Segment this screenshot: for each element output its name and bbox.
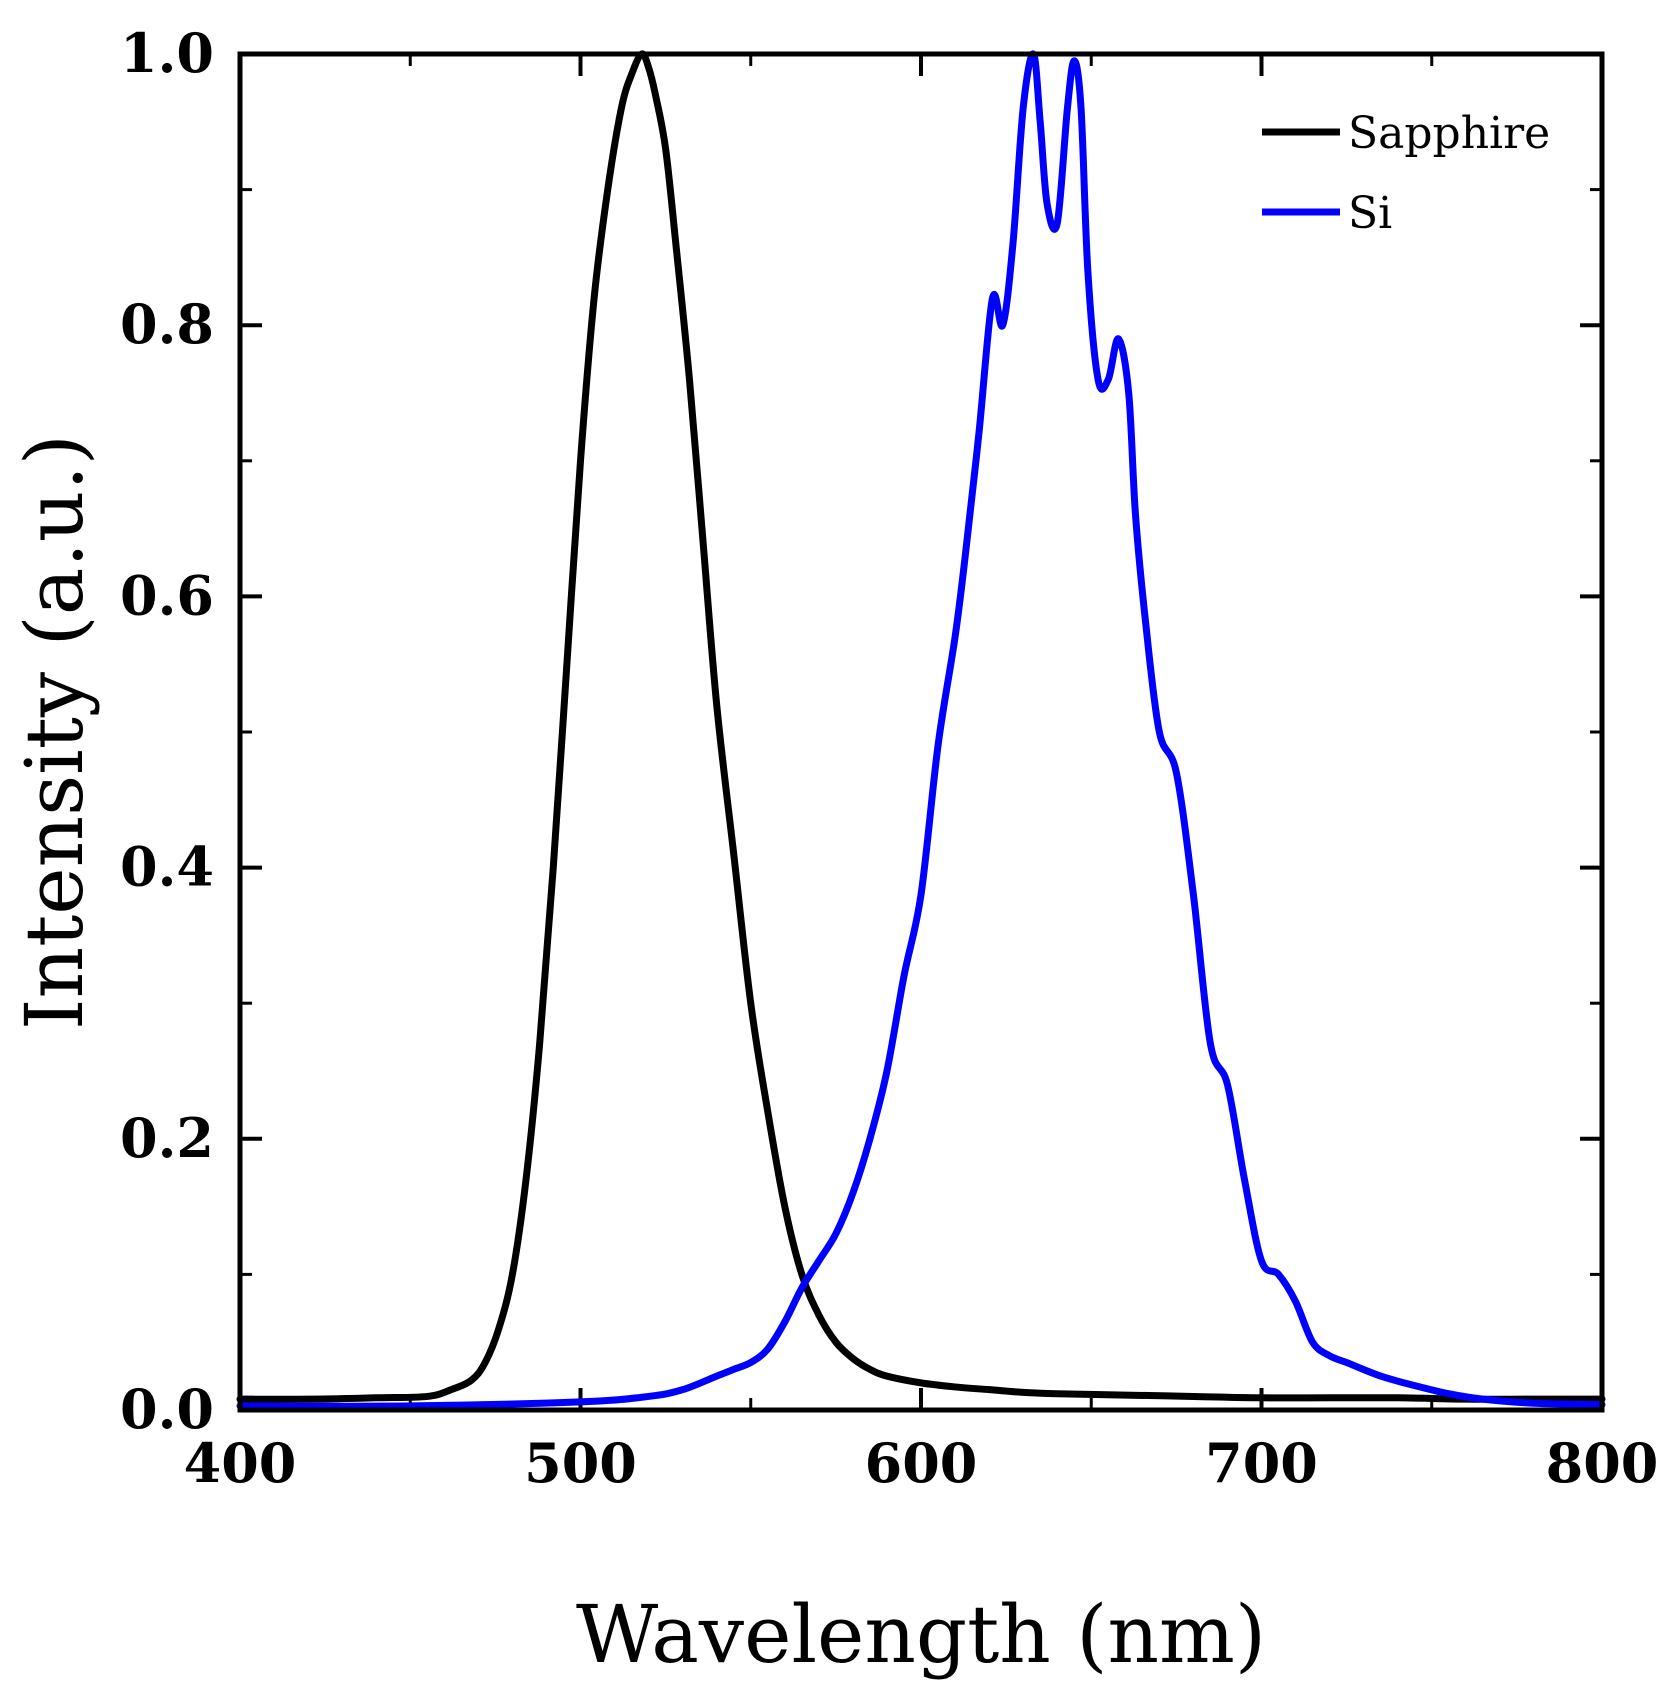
series-group — [236, 50, 1606, 1410]
y-tick-label: 0.4 — [120, 835, 214, 899]
x-tick-label: 400 — [184, 1431, 297, 1495]
x-axis-title: Wavelength (nm) — [576, 1588, 1266, 1681]
series-line-si — [236, 50, 1606, 1410]
y-tick-label: 0.2 — [120, 1106, 214, 1170]
y-tick-label: 0.8 — [120, 292, 214, 356]
y-tick-label: 1.0 — [120, 21, 214, 85]
tick-group — [238, 52, 1604, 1412]
y-tick-label: 0.0 — [120, 1377, 214, 1441]
x-tick-label: 500 — [524, 1431, 637, 1495]
legend: Sapphire Si — [1262, 108, 1550, 239]
y-axis-title: Intensity (a.u.) — [8, 434, 101, 1030]
legend-label-sapphire: Sapphire — [1348, 108, 1550, 159]
x-tick-label: 800 — [1546, 1431, 1656, 1495]
legend-label-si: Si — [1348, 188, 1392, 239]
x-tick-label: 600 — [865, 1431, 978, 1495]
tick-label-group: 400 500 600 700 800 0.0 0.2 0.4 0.6 0.8 1.0 — [120, 21, 1656, 1495]
x-tick-label: 700 — [1205, 1431, 1318, 1495]
y-tick-label: 0.6 — [120, 563, 214, 627]
series-line-sapphire — [236, 50, 1606, 1403]
plot-area-frame — [237, 51, 1605, 1413]
